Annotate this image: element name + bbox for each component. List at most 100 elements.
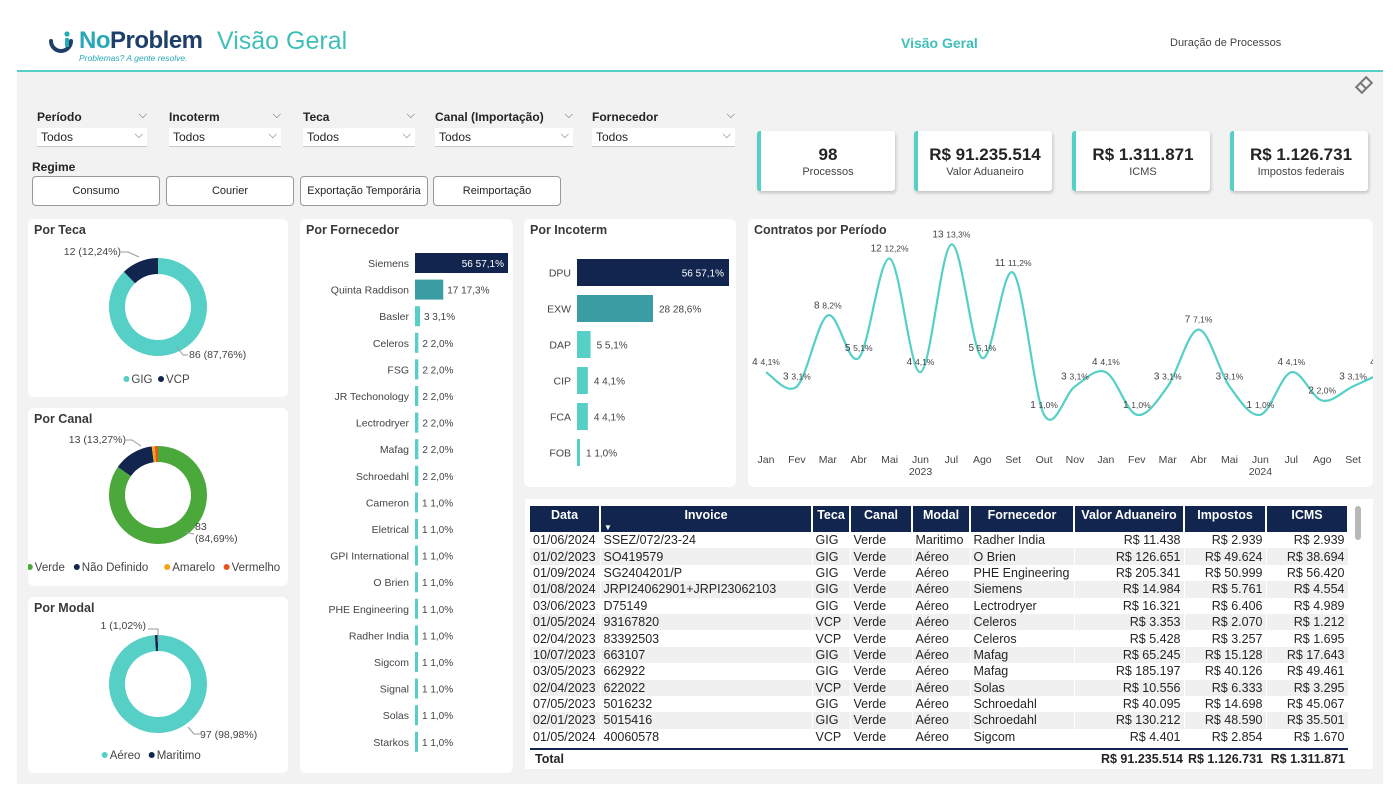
table-row[interactable]: 07/05/2023 5016232 GIG Verde Aéreo Schroedahl… (530, 695, 1349, 713)
legend-item[interactable]: Amarelo (172, 562, 215, 574)
regime-exportacao-button[interactable]: Exportação Temporária (300, 176, 428, 206)
brand-logo: NoProblem Problemas? A gente resolve. (47, 27, 207, 67)
column-header-canal[interactable]: Canal (850, 506, 913, 532)
bar-quinta-raddison[interactable] (415, 279, 444, 300)
filter-incoterm-dropdown[interactable]: Todos ⌵ (169, 128, 281, 147)
bar-sigcom[interactable] (415, 652, 418, 672)
bar-starkos[interactable] (415, 731, 418, 752)
bar-gpi-international[interactable] (415, 545, 418, 566)
legend-item[interactable]: Vermelho (232, 562, 281, 574)
bar-cip[interactable] (577, 367, 588, 394)
legend-item[interactable]: GIG (131, 374, 152, 386)
chevron-down-icon[interactable]: ⌵ (406, 109, 415, 121)
bar-o-brien[interactable] (415, 572, 418, 593)
column-header-modal[interactable]: Modal (912, 506, 971, 532)
bar-signal[interactable] (415, 678, 418, 699)
filter-periodo-dropdown[interactable]: Todos ⌵ (37, 128, 147, 147)
bar-basler[interactable] (415, 306, 420, 327)
table-row[interactable]: 02/01/2023 5015416 GIG Verde Aéreo Schroedahl… (530, 712, 1349, 729)
donut-slice-gig[interactable] (109, 258, 207, 356)
bar-chart-incoterm[interactable]: DPU 56 57,1% EXW 28 28,6% DAP 5 5,1% CIP 4 4,1%… (524, 219, 736, 487)
donut-slice-vcp[interactable] (123, 258, 159, 284)
filter-fornecedor-dropdown[interactable]: Todos ⌵ (592, 128, 735, 147)
table-row[interactable]: 01/08/2024 JRPI24062901+JRPI23062103 GIG Ve… (530, 581, 1349, 598)
bar-siemens[interactable] (415, 253, 508, 273)
table-cell: R$ 185.197 (1074, 663, 1185, 680)
table-row[interactable]: 01/05/2024 93167820 VCP Verde Aéreo Celeros R$… (530, 613, 1349, 631)
column-header-invoice[interactable]: Invoice ▼ (600, 506, 813, 532)
legend-item[interactable]: Maritimo (157, 750, 201, 762)
table-row[interactable]: 01/05/2024 40060578 VCP Verde Aéreo Sigcom R$ … (530, 728, 1349, 746)
bar-solas[interactable] (415, 705, 418, 726)
bar-cameron[interactable] (415, 492, 418, 513)
bar-fsg[interactable] (415, 359, 419, 380)
table-cell: SSEZ/072/23-24 (600, 532, 813, 549)
legend-item[interactable]: Aéreo (110, 750, 141, 762)
column-header-fornecedor[interactable]: Fornecedor (970, 506, 1075, 532)
bar-exw[interactable] (577, 295, 653, 322)
bar-schroedahl[interactable] (415, 465, 419, 486)
legend-item[interactable]: Não Definido (82, 562, 148, 574)
table-row[interactable]: 01/09/2024 SG2404201/P GIG Verde Aéreo PHE En… (530, 564, 1349, 582)
regime-consumo-button[interactable]: Consumo (32, 176, 160, 206)
table-cell: GIG (812, 597, 851, 614)
bar-dpu[interactable] (577, 259, 729, 286)
column-header-icms[interactable]: ICMS (1266, 506, 1349, 532)
table-row[interactable]: 01/06/2024 SSEZ/072/23-24 GIG Verde Maritimo… (530, 532, 1349, 549)
table-row[interactable]: 10/07/2023 663107 GIG Verde Aéreo Mafag R$ 65.… (530, 646, 1349, 664)
card-por-fornecedor: Por Fornecedor Siemens 56 57,1% Quinta Rad… (300, 219, 513, 773)
clear-filters-icon[interactable] (1354, 75, 1374, 95)
column-header-teca[interactable]: Teca (812, 506, 851, 532)
bar-phe-engineering[interactable] (415, 598, 418, 619)
bar-fca[interactable] (577, 403, 588, 430)
filter-canal-dropdown[interactable]: Todos ⌵ (435, 128, 573, 147)
chevron-down-icon[interactable]: ⌵ (272, 109, 281, 121)
donut-slice-não-definido[interactable] (117, 446, 155, 477)
legend-item[interactable]: VCP (166, 374, 190, 386)
bar-lectrodryer[interactable] (415, 412, 419, 433)
bar-eletrical[interactable] (415, 519, 418, 539)
bar-celeros[interactable] (415, 332, 419, 353)
donut-chart-modal[interactable]: 1 (1,02%) 97 (98,98%) Aéreo Maritimo (28, 597, 288, 773)
table-row[interactable]: 03/06/2023 D75149 GIG Verde Aéreo Lectrodryer… (530, 597, 1349, 614)
chevron-down-icon[interactable]: ⌵ (564, 109, 573, 121)
bar-category-label: Celeros (373, 338, 409, 350)
donut-slice-verde[interactable] (109, 446, 207, 544)
kpi-icms-label: ICMS (1129, 166, 1157, 178)
table-row[interactable]: 03/05/2023 662922 GIG Verde Aéreo Mafag R$ 185… (530, 663, 1349, 680)
nav-visao-geral[interactable]: Visão Geral (901, 35, 978, 51)
table-scrollbar[interactable] (1355, 506, 1361, 540)
column-header-data[interactable]: Data (530, 506, 601, 532)
bar-radher-india[interactable] (415, 625, 418, 646)
donut-slice-aéreo[interactable] (109, 635, 207, 733)
line-chart-contratos[interactable]: 4 4,1% Jan 3 3,1% Fev 8 8,2% Mar 5 5,1% Abr 12 1… (748, 219, 1398, 487)
donut-chart-teca[interactable]: 12 (12,24%) 86 (87,76%) GIG VCP (28, 219, 288, 397)
regime-label: Regime (32, 160, 76, 174)
table-cell: 01/06/2024 (530, 532, 601, 549)
bar-dap[interactable] (577, 331, 591, 358)
bar-mafag[interactable] (415, 439, 419, 460)
regime-reimportacao-button[interactable]: Reimportação (433, 176, 561, 206)
slice-data-label: 1 (1,02%) (100, 620, 146, 632)
table-row[interactable]: 02/04/2023 622022 VCP Verde Aéreo Solas R$ 10.… (530, 679, 1349, 696)
donut-chart-canal[interactable]: 13 (13,27%) 83(84,69%) Verde Não Definido Am… (26, 408, 288, 586)
table-cell: Verde (850, 630, 913, 647)
nav-duracao-processos[interactable]: Duração de Processos (1170, 37, 1282, 49)
sort-desc-icon[interactable]: ▼ (604, 523, 612, 532)
chevron-down-icon[interactable]: ⌵ (138, 109, 147, 121)
regime-courier-button[interactable]: Courier (166, 176, 294, 206)
bar-chart-fornecedor[interactable]: Siemens 56 57,1% Quinta Raddison 17 17,3% Ba… (300, 219, 513, 773)
bar-jr-techonology[interactable] (415, 386, 419, 406)
bar-fob[interactable] (577, 439, 580, 466)
column-header-valor-aduaneiro[interactable]: Valor Aduaneiro (1074, 506, 1185, 532)
legend-item[interactable]: Verde (35, 562, 65, 574)
column-header-impostos[interactable]: Impostos (1184, 506, 1267, 532)
table-cell: Verde (850, 581, 913, 598)
chevron-down-icon[interactable]: ⌵ (726, 109, 735, 121)
table-cell: Aéreo (912, 728, 971, 746)
line-series[interactable] (765, 243, 1385, 421)
filter-teca-dropdown[interactable]: Todos ⌵ (303, 128, 415, 147)
table-row[interactable]: 02/04/2023 83392503 VCP Verde Aéreo Celeros R$… (530, 630, 1349, 647)
table-cell: GIG (812, 695, 851, 713)
table-row[interactable]: 01/02/2023 SO419579 GIG Verde Aéreo O Brien R$… (530, 548, 1349, 565)
